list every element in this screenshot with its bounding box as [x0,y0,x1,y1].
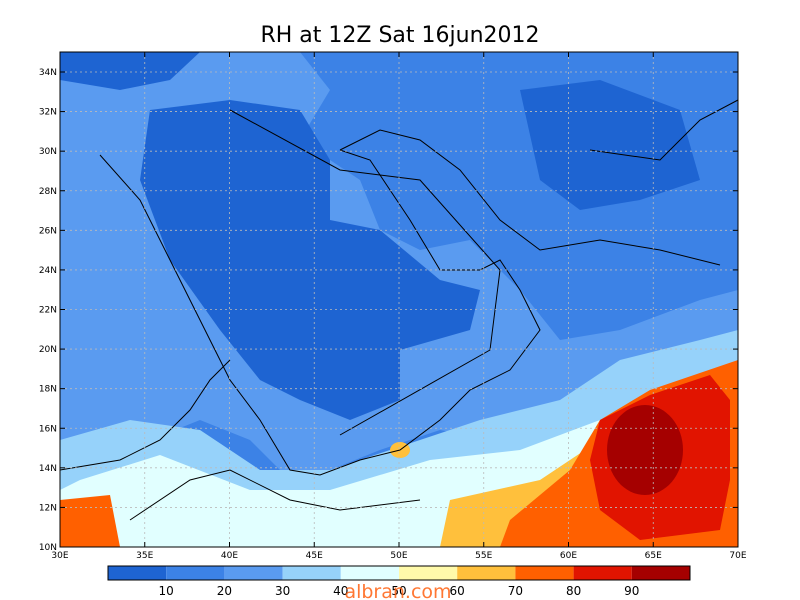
lat-label: 28N [39,187,57,197]
field-dry-core [140,100,480,420]
field-dry-iran [520,80,700,210]
watermark: albran.com [344,581,451,600]
lon-label: 70E [729,551,746,561]
colorbar-label: 10 [159,584,174,598]
lat-label: 22N [39,306,57,316]
lat-label: 24N [39,266,57,276]
field-peak [607,405,683,495]
lon-label: 65E [645,551,662,561]
colorbar-label: 50 [391,584,406,598]
field-africa-wet [60,495,120,547]
lat-label: 12N [39,503,57,513]
lat-label: 20N [39,345,57,355]
lat-label: 26N [39,226,57,236]
colorbar-swatch [282,566,341,580]
lat-label: 14N [39,464,57,474]
colorbar-label: 20 [217,584,232,598]
lon-label: 55E [475,551,492,561]
colorbar: 10 20 30 40 50 60 70 80 90 [107,565,691,598]
lon-label: 45E [306,551,323,561]
colorbar-label: 60 [450,584,465,598]
colorbar-swatch [340,566,399,580]
lat-label: 34N [39,68,57,78]
lon-label: 50E [390,551,407,561]
lat-label: 10N [39,543,57,553]
lon-label: 40E [221,551,238,561]
field-dry-north [60,52,200,90]
colorbar-label: 80 [566,584,581,598]
colorbar-swatch [515,566,574,580]
colorbar-label: 90 [624,584,639,598]
colorbar-swatch [631,566,690,580]
colorbar-swatch [457,566,516,580]
lat-label: 30N [39,147,57,157]
lat-label: 32N [39,108,57,118]
colorbar-label: 40 [333,584,348,598]
lat-label: 16N [39,424,57,434]
colorbar-swatch [399,566,458,580]
colorbar-label: 70 [508,584,523,598]
colorbar-swatch [166,566,225,580]
colorbar-swatch [224,566,283,580]
title: RH at 12Z Sat 16jun2012 [260,23,539,48]
grid: 10N 12N 14N 16N 18N 20N 22N 24N 26N 28N 30N 32N 34N 3… [39,52,747,561]
lon-label: 30E [51,551,68,561]
lon-label: 60E [560,551,577,561]
lat-label: 18N [39,385,57,395]
map-frame [59,51,739,548]
colorbar-swatch [108,566,167,580]
lon-label: 35E [136,551,153,561]
colorbar-swatch [573,566,632,580]
colorbar-frame [107,565,691,581]
coastlines [60,99,738,521]
colorbar-label: 30 [275,584,290,598]
